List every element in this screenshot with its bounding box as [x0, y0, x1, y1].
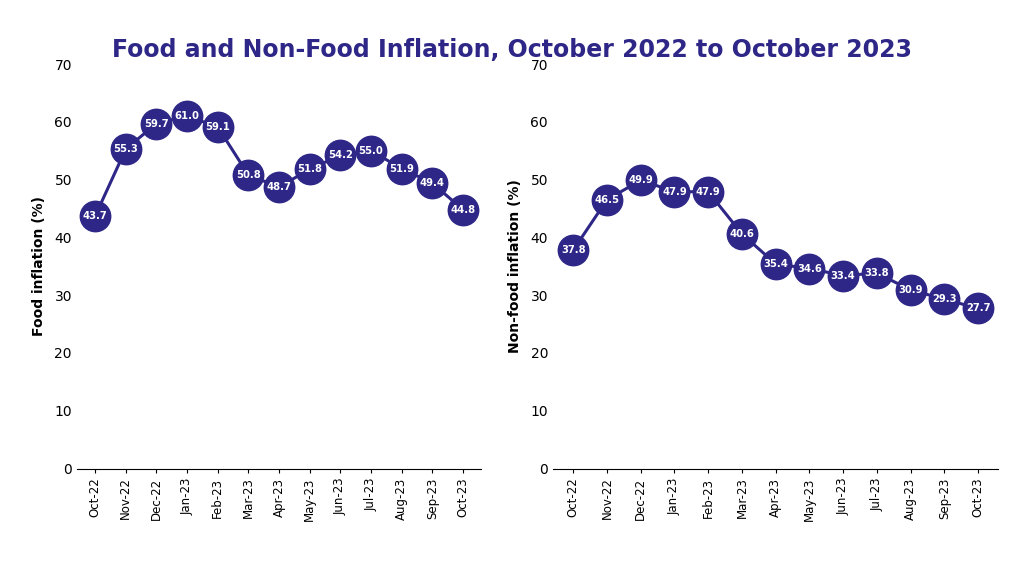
Point	[734, 229, 751, 239]
Text: 54.2: 54.2	[328, 150, 352, 160]
Text: 35.4: 35.4	[763, 259, 788, 269]
Text: Food and Non-Food Inflation, October 2022 to October 2023: Food and Non-Food Inflation, October 202…	[112, 38, 912, 62]
Text: 33.8: 33.8	[864, 268, 889, 278]
Text: 61.0: 61.0	[175, 111, 200, 121]
Point	[565, 246, 582, 255]
Point	[179, 111, 196, 120]
Point	[241, 171, 257, 180]
Point	[424, 179, 440, 188]
Point	[936, 294, 952, 304]
Text: Statistical Service: Statistical Service	[77, 556, 209, 571]
Text: 27.7: 27.7	[966, 303, 990, 314]
Text: 51.8: 51.8	[297, 164, 323, 174]
Point	[835, 271, 851, 280]
Text: CPI release: CPI release	[911, 529, 993, 544]
Point	[633, 176, 649, 185]
Text: 59.1: 59.1	[206, 122, 230, 132]
Point	[148, 119, 165, 128]
Y-axis label: Non-food inflation (%): Non-food inflation (%)	[508, 179, 522, 353]
Point	[393, 164, 410, 173]
Point	[362, 146, 379, 155]
Point	[332, 151, 348, 160]
Text: October  2023: October 2023	[888, 556, 993, 571]
Text: 40.6: 40.6	[729, 229, 755, 239]
Text: Ghana: Ghana	[77, 529, 130, 544]
Text: 50.8: 50.8	[236, 170, 261, 180]
Text: 49.9: 49.9	[629, 175, 653, 185]
Text: 30.9: 30.9	[898, 285, 923, 295]
Point	[599, 195, 615, 204]
Point	[970, 304, 986, 313]
Text: 55.0: 55.0	[358, 146, 383, 156]
Point	[868, 268, 885, 278]
Text: 43.7: 43.7	[83, 211, 108, 221]
Text: 29.3: 29.3	[932, 294, 956, 304]
Point	[270, 182, 287, 191]
Point	[118, 144, 134, 154]
Text: 34.6: 34.6	[797, 264, 822, 274]
Text: 8: 8	[508, 541, 516, 556]
Point	[301, 165, 317, 174]
Point	[700, 187, 717, 196]
Text: 55.3: 55.3	[114, 144, 138, 154]
Text: 51.9: 51.9	[389, 164, 414, 173]
Point	[210, 122, 226, 132]
Text: 37.8: 37.8	[561, 245, 586, 255]
Point	[667, 187, 683, 196]
Point	[87, 211, 103, 221]
Text: 48.7: 48.7	[266, 182, 292, 192]
Text: 46.5: 46.5	[595, 195, 620, 205]
Text: 47.9: 47.9	[696, 187, 721, 197]
Text: 33.4: 33.4	[830, 271, 855, 281]
Text: 49.4: 49.4	[420, 178, 444, 188]
Text: 44.8: 44.8	[451, 205, 475, 215]
Text: 47.9: 47.9	[663, 187, 687, 197]
Point	[801, 264, 817, 273]
Point	[455, 205, 471, 214]
Point	[902, 285, 919, 294]
Y-axis label: Food inflation (%): Food inflation (%)	[32, 196, 46, 336]
Point	[768, 260, 784, 269]
Text: 59.7: 59.7	[144, 119, 169, 129]
Circle shape	[0, 527, 377, 570]
